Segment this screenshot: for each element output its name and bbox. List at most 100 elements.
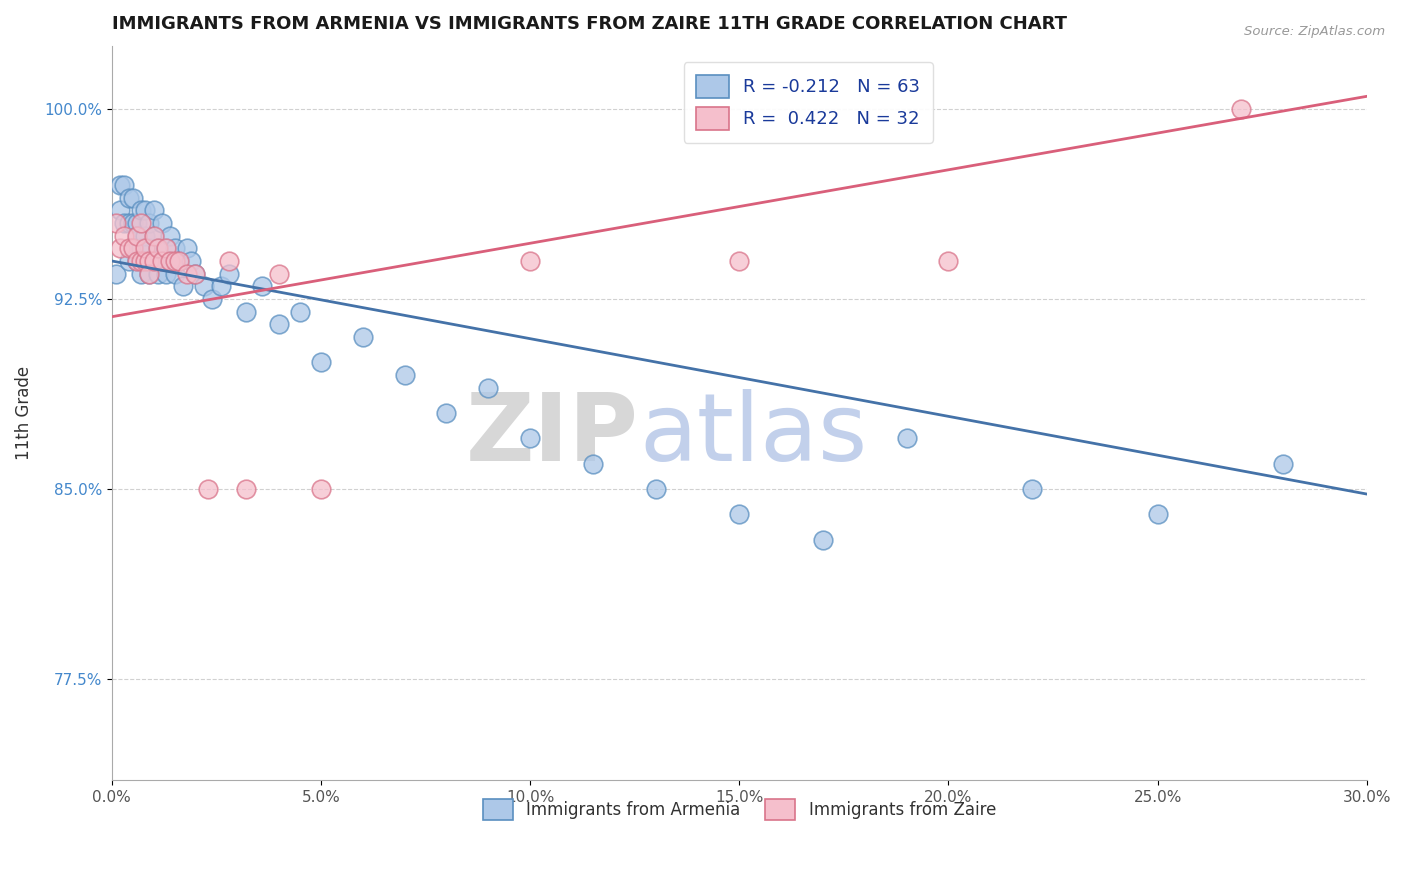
Point <box>112 216 135 230</box>
Point <box>519 431 541 445</box>
Point <box>146 241 169 255</box>
Point <box>146 267 169 281</box>
Point <box>644 482 666 496</box>
Point <box>105 216 128 230</box>
Point <box>129 254 152 268</box>
Point <box>582 457 605 471</box>
Point <box>125 216 148 230</box>
Point <box>1272 457 1295 471</box>
Point <box>235 304 257 318</box>
Point <box>309 482 332 496</box>
Point <box>150 216 173 230</box>
Point <box>167 254 190 268</box>
Point <box>269 318 291 332</box>
Point <box>155 241 177 255</box>
Point <box>197 482 219 496</box>
Point <box>150 254 173 268</box>
Point <box>180 254 202 268</box>
Point <box>129 241 152 255</box>
Point <box>138 267 160 281</box>
Point <box>1146 508 1168 522</box>
Point <box>159 254 181 268</box>
Point <box>121 191 143 205</box>
Point <box>167 254 190 268</box>
Point <box>938 254 960 268</box>
Point <box>108 178 131 192</box>
Point <box>728 508 751 522</box>
Point <box>394 368 416 382</box>
Point <box>436 406 458 420</box>
Point <box>309 355 332 369</box>
Point <box>129 216 152 230</box>
Text: IMMIGRANTS FROM ARMENIA VS IMMIGRANTS FROM ZAIRE 11TH GRADE CORRELATION CHART: IMMIGRANTS FROM ARMENIA VS IMMIGRANTS FR… <box>112 15 1067 33</box>
Point <box>125 228 148 243</box>
Point <box>896 431 918 445</box>
Point <box>129 267 152 281</box>
Text: atlas: atlas <box>638 389 868 481</box>
Text: Source: ZipAtlas.com: Source: ZipAtlas.com <box>1244 25 1385 38</box>
Point <box>125 254 148 268</box>
Point <box>184 267 207 281</box>
Point <box>176 241 198 255</box>
Point <box>218 267 240 281</box>
Y-axis label: 11th Grade: 11th Grade <box>15 366 32 460</box>
Text: ZIP: ZIP <box>465 389 638 481</box>
Point <box>105 267 128 281</box>
Point <box>209 279 232 293</box>
Point <box>146 241 169 255</box>
Point <box>193 279 215 293</box>
Point <box>112 178 135 192</box>
Point <box>252 279 274 293</box>
Point <box>142 254 165 268</box>
Point <box>134 241 156 255</box>
Point <box>218 254 240 268</box>
Point <box>138 267 160 281</box>
Point <box>352 330 374 344</box>
Point <box>201 292 224 306</box>
Point <box>150 254 173 268</box>
Point <box>1021 482 1043 496</box>
Point <box>288 304 311 318</box>
Point <box>108 241 131 255</box>
Point <box>142 203 165 218</box>
Point <box>172 279 194 293</box>
Point <box>121 241 143 255</box>
Point <box>112 228 135 243</box>
Point <box>155 267 177 281</box>
Point <box>142 254 165 268</box>
Point <box>235 482 257 496</box>
Point <box>159 228 181 243</box>
Point <box>1230 102 1253 116</box>
Legend: Immigrants from Armenia, Immigrants from Zaire: Immigrants from Armenia, Immigrants from… <box>477 792 1002 827</box>
Point <box>117 241 139 255</box>
Point <box>134 254 156 268</box>
Point <box>138 241 160 255</box>
Point <box>142 228 165 243</box>
Point <box>129 203 152 218</box>
Point <box>121 241 143 255</box>
Point <box>117 254 139 268</box>
Point <box>108 203 131 218</box>
Point <box>138 216 160 230</box>
Point <box>811 533 834 547</box>
Point <box>163 254 186 268</box>
Point <box>134 228 156 243</box>
Point <box>138 254 160 268</box>
Point <box>121 216 143 230</box>
Point <box>477 381 499 395</box>
Point <box>117 216 139 230</box>
Point <box>163 241 186 255</box>
Point <box>142 228 165 243</box>
Point <box>728 254 751 268</box>
Point <box>117 191 139 205</box>
Point <box>519 254 541 268</box>
Point <box>134 203 156 218</box>
Point <box>155 241 177 255</box>
Point <box>159 254 181 268</box>
Point <box>134 254 156 268</box>
Point <box>125 228 148 243</box>
Point <box>176 267 198 281</box>
Point <box>163 267 186 281</box>
Point <box>125 254 148 268</box>
Point <box>184 267 207 281</box>
